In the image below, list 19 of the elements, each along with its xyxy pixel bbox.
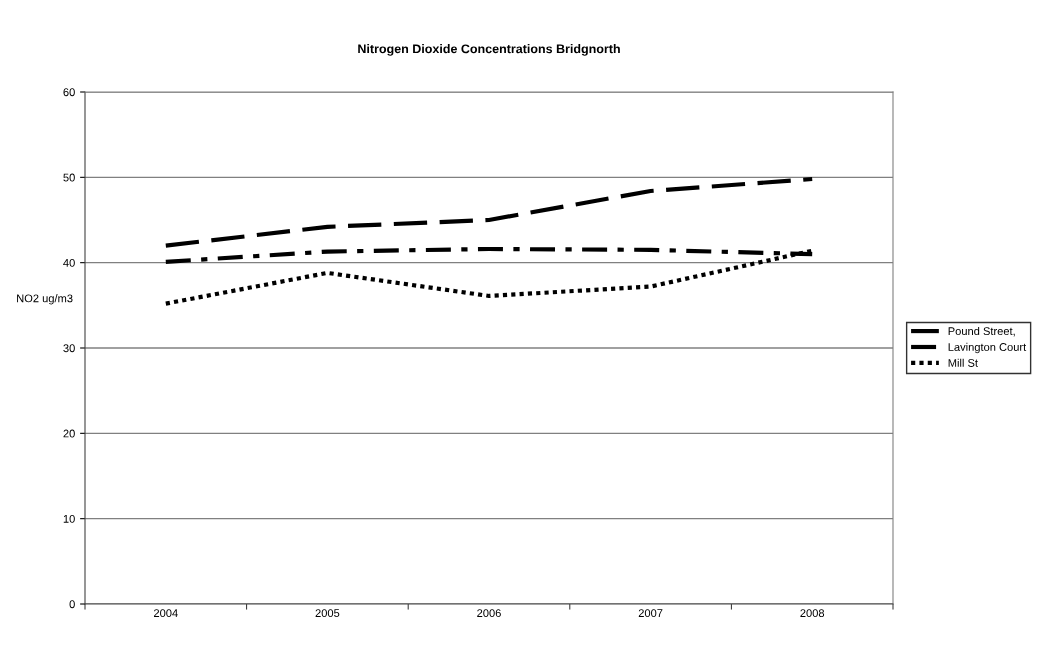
x-tick-label: 2005 [315,609,340,618]
y-tick-label: 50 [63,173,75,182]
x-tick-label: 2007 [638,609,663,618]
y-tick-label: 40 [63,258,75,267]
legend-label: Mill St [948,358,978,367]
legend-label: Pound Street, [948,326,1015,337]
y-tick-label: 20 [63,429,75,438]
line-series [163,176,815,248]
x-tick-label: 2006 [477,609,501,618]
y-tick-label: 10 [63,514,75,523]
line-series [163,248,815,306]
y-tick-label: 0 [69,600,75,609]
legend-label: Lavington Court [948,342,1027,354]
y-axis-title: NO2 ug/m3 [17,294,73,305]
x-tick-label: 2004 [154,609,178,618]
y-tick-label: 60 [63,88,75,97]
chart-title: Nitrogen Dioxide Concentrations Bridgnorth [358,44,620,56]
x-tick-label: 2008 [800,609,825,618]
y-tick-label: 30 [63,344,75,353]
